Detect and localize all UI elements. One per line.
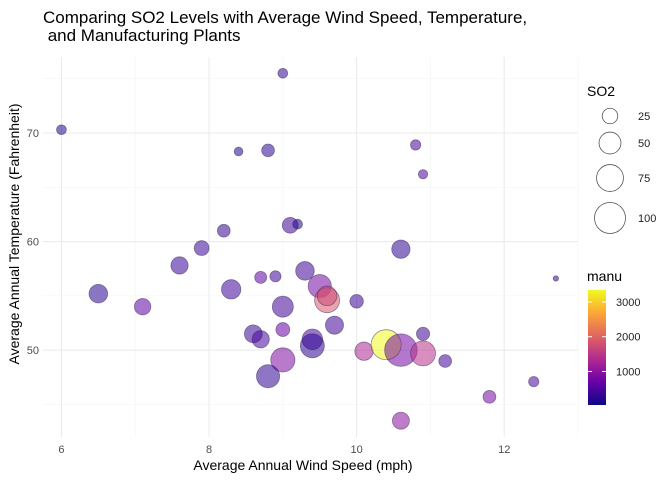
data-point (193, 240, 210, 256)
size-legend: SO2 25 50 75 100 (587, 83, 656, 234)
data-point (170, 256, 189, 275)
data-point (417, 169, 429, 180)
x-axis-label: Average Annual Wind Speed (mph) (193, 457, 412, 473)
data-point (271, 295, 294, 318)
grid (43, 57, 579, 437)
size-legend-label: 50 (638, 138, 650, 150)
size-legend-circle (601, 107, 619, 125)
y-tick-label: 60 (27, 237, 39, 249)
size-legend-label: 25 (638, 111, 650, 123)
data-point (528, 376, 540, 388)
chart-title-line-1: Comparing SO2 Levels with Average Wind S… (43, 8, 527, 27)
data-point (233, 146, 244, 157)
size-legend-label: 100 (638, 213, 656, 225)
data-point (325, 315, 344, 335)
data-point (270, 347, 296, 373)
color-legend-label: 3000 (616, 297, 640, 309)
data-point (134, 298, 152, 316)
color-bar (588, 290, 606, 405)
y-axis-label: Average Annual Temperature (Fahrenheit) (6, 104, 22, 365)
size-legend-label: 75 (638, 173, 650, 185)
data-point (438, 354, 452, 368)
data-point (269, 270, 282, 283)
data-point (410, 139, 422, 151)
tick-labels: 6 8 10 12 50 60 70 (27, 128, 511, 456)
data-point (251, 330, 270, 349)
data-point (295, 261, 315, 281)
data-point (391, 239, 411, 259)
color-legend-title: manu (587, 268, 622, 284)
chart-title-line-2: and Manufacturing Plants (43, 26, 241, 45)
size-legend-title: SO2 (587, 83, 615, 99)
size-legend-circle (596, 164, 624, 192)
data-point (354, 341, 374, 361)
data-point (254, 270, 268, 284)
data-point (416, 326, 431, 341)
x-tick-label: 10 (350, 444, 362, 456)
data-point (221, 279, 242, 300)
data-point (552, 275, 559, 282)
data-points (56, 67, 559, 430)
color-legend-label: 2000 (616, 332, 640, 344)
data-point (277, 67, 289, 79)
x-tick-label: 6 (58, 444, 64, 456)
size-legend-circle (594, 202, 626, 234)
color-legend: manu 1000 2000 3000 (587, 268, 640, 405)
data-point (316, 285, 338, 307)
data-point (275, 322, 291, 337)
x-tick-label: 8 (206, 444, 212, 456)
data-point (261, 143, 275, 158)
x-tick-label: 12 (498, 444, 510, 456)
data-point (392, 411, 410, 430)
size-legend-circle (598, 131, 622, 155)
data-point (217, 223, 231, 238)
data-point (482, 390, 497, 404)
color-legend-label: 1000 (616, 366, 640, 378)
data-point (256, 364, 281, 389)
data-point (56, 124, 67, 136)
data-point (410, 340, 436, 367)
data-point (292, 218, 303, 230)
data-point (299, 333, 325, 359)
y-tick-label: 70 (27, 128, 39, 140)
data-point (88, 283, 109, 304)
y-tick-label: 50 (27, 345, 39, 357)
data-point (349, 294, 364, 309)
